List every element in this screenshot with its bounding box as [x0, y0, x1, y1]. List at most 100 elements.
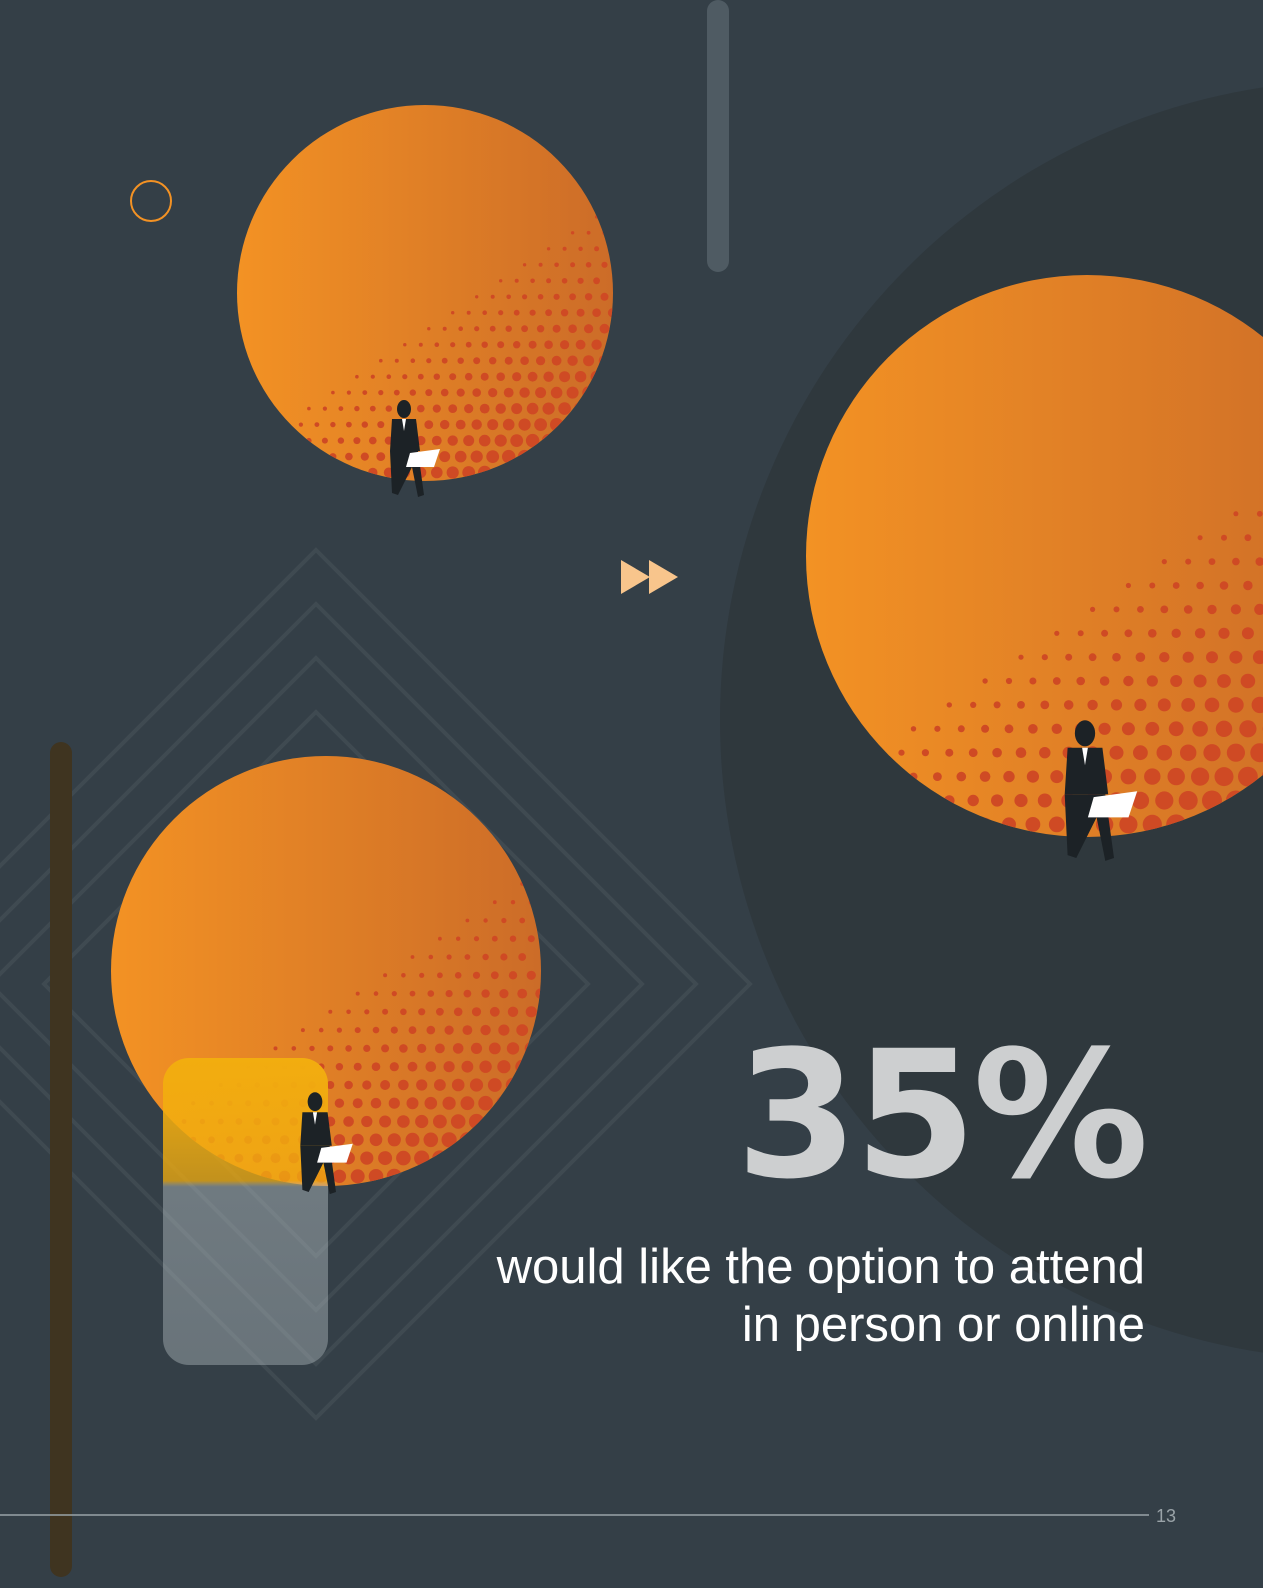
halftone-dot — [1026, 770, 1039, 783]
halftone-dot — [517, 449, 532, 464]
halftone-dot — [508, 971, 518, 980]
halftone-dot — [1155, 791, 1174, 810]
halftone-dot — [521, 325, 528, 333]
halftone-dot — [487, 1150, 503, 1166]
halftone-dot — [378, 1151, 393, 1166]
halftone-dot — [910, 726, 917, 732]
halftone-dot — [393, 389, 400, 396]
halftone-dot — [1193, 674, 1207, 688]
halftone-dot — [518, 953, 527, 961]
halftone-dot — [1219, 581, 1229, 590]
halftone-dot — [535, 988, 541, 999]
halftone-dot — [1180, 744, 1197, 761]
halftone-dot — [471, 419, 482, 430]
halftone-dot — [389, 1062, 399, 1072]
halftone-dot — [1137, 606, 1144, 613]
halftone-dot — [273, 1046, 278, 1051]
halftone-dot — [601, 261, 608, 268]
halftone-dot — [967, 794, 979, 807]
halftone-dot — [368, 467, 378, 478]
halftone-dot — [1214, 767, 1234, 787]
halftone-dot — [570, 231, 575, 235]
halftone-dot — [593, 277, 600, 285]
halftone-dot — [591, 339, 602, 350]
halftone-dot — [594, 246, 600, 252]
halftone-dot — [589, 465, 604, 480]
halftone-dot — [1159, 652, 1170, 663]
halftone-dot — [441, 1132, 457, 1148]
halftone-dot — [346, 421, 352, 428]
halftone-dot — [505, 325, 512, 332]
halftone-dot — [1204, 697, 1220, 713]
halftone-dot — [533, 1059, 541, 1074]
halftone-dot — [144, 1155, 151, 1161]
halftone-dot — [1123, 675, 1134, 687]
halftone-dot — [1145, 721, 1160, 736]
halftone-dot — [494, 465, 508, 480]
halftone-dot — [469, 1078, 484, 1092]
halftone-dot — [1203, 744, 1221, 762]
halftone-dot — [443, 1061, 455, 1073]
halftone-dot — [307, 406, 311, 411]
halftone-dot — [1244, 534, 1252, 542]
halftone-dot — [1088, 653, 1097, 662]
halftone-dot — [528, 340, 537, 349]
halftone-dot — [490, 971, 499, 980]
halftone-dot — [606, 370, 613, 384]
halftone-dot — [400, 1008, 407, 1016]
halftone-dot — [462, 1025, 473, 1035]
halftone-dot — [326, 1081, 335, 1089]
halftone-dot — [500, 953, 508, 961]
halftone-dot — [525, 465, 540, 480]
halftone-dot — [464, 954, 471, 960]
halftone-dot — [567, 355, 578, 366]
halftone-dot — [575, 339, 586, 350]
halftone-dot — [1207, 604, 1217, 615]
halftone-dot — [558, 402, 571, 415]
halftone-dot — [1181, 698, 1196, 712]
halftone-dot — [554, 262, 559, 268]
halftone-dot — [570, 262, 576, 268]
halftone-dot — [1183, 605, 1193, 614]
halftone-dot — [1217, 674, 1231, 688]
halftone-dot — [390, 1026, 398, 1034]
halftone-dot — [354, 405, 360, 412]
halftone-dot — [1161, 559, 1167, 565]
halftone-dot — [542, 402, 555, 415]
halftone-dot — [552, 324, 561, 333]
halftone-dot — [364, 1009, 370, 1015]
halftone-dot — [477, 1168, 494, 1185]
halftone-dot — [1167, 767, 1185, 786]
halftone-dot — [595, 215, 599, 219]
halftone-dot — [368, 1169, 384, 1184]
halftone-dot — [423, 1132, 439, 1148]
halftone-dot — [353, 1062, 362, 1071]
halftone-dot — [550, 386, 563, 399]
halftone-dot — [589, 401, 604, 416]
halftone-dot — [425, 389, 433, 397]
halftone-dot — [479, 1060, 492, 1073]
halftone-dot — [434, 342, 440, 348]
halftone-dot — [584, 324, 594, 334]
halftone-dot — [126, 1155, 132, 1161]
halftone-dot — [433, 1114, 447, 1129]
halftone-dot — [431, 435, 442, 446]
halftone-dot — [1170, 675, 1183, 687]
halftone-dot — [488, 1042, 501, 1055]
halftone-dot — [519, 387, 530, 398]
halftone-dot — [1098, 722, 1111, 735]
halftone-dot — [417, 404, 425, 413]
halftone-dot — [495, 403, 506, 414]
halftone-dot — [968, 748, 978, 758]
halftone-dot — [153, 1172, 161, 1180]
halftone-dot — [506, 1042, 520, 1055]
halftone-dot — [1112, 652, 1121, 662]
halftone-dot — [306, 437, 312, 444]
halftone-dot — [416, 1079, 428, 1091]
halftone-dot — [1017, 701, 1025, 709]
halftone-dot — [1109, 745, 1124, 760]
halftone-dot — [454, 450, 467, 463]
halftone-dot — [1004, 724, 1014, 734]
halftone-dot — [337, 437, 345, 444]
halftone-dot — [298, 422, 303, 427]
